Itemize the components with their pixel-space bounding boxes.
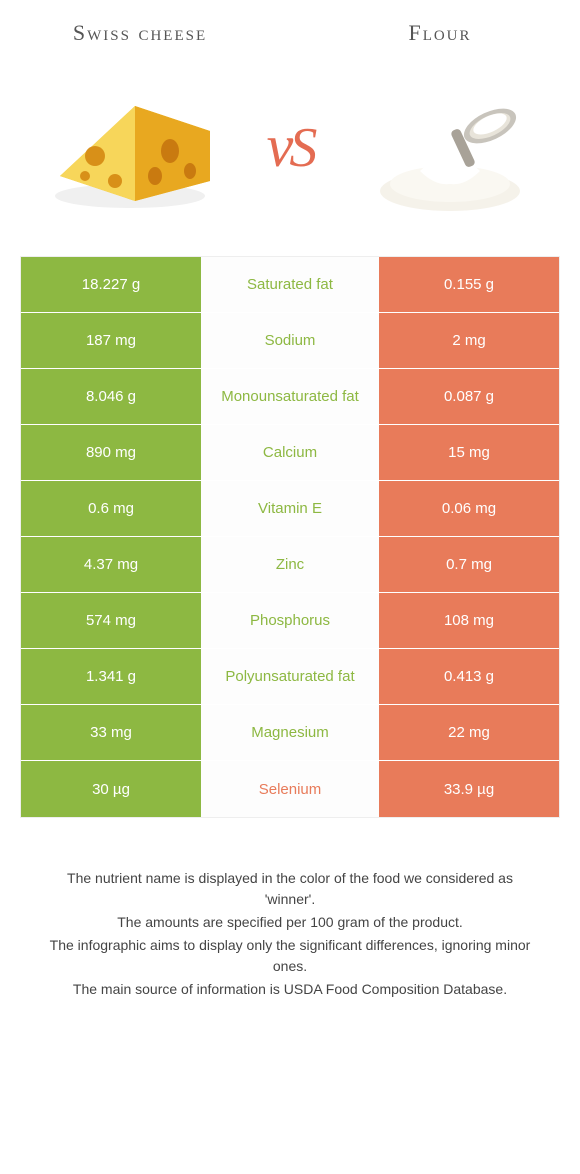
table-row: 0.6 mgVitamin E0.06 mg <box>21 481 559 537</box>
table-row: 30 µgSelenium33.9 µg <box>21 761 559 817</box>
right-food-image <box>350 66 550 226</box>
right-value-cell: 0.087 g <box>379 369 559 424</box>
table-row: 33 mgMagnesium22 mg <box>21 705 559 761</box>
nutrient-label-cell: Magnesium <box>201 705 379 760</box>
table-row: 574 mgPhosphorus108 mg <box>21 593 559 649</box>
nutrient-label-cell: Zinc <box>201 537 379 592</box>
right-value-cell: 15 mg <box>379 425 559 480</box>
right-value-cell: 108 mg <box>379 593 559 648</box>
nutrient-label-cell: Calcium <box>201 425 379 480</box>
left-food-image <box>30 66 230 226</box>
nutrient-label-cell: Polyunsaturated fat <box>201 649 379 704</box>
nutrient-label-cell: Selenium <box>201 761 379 817</box>
nutrient-label-cell: Sodium <box>201 313 379 368</box>
footer-line: The infographic aims to display only the… <box>40 935 540 977</box>
left-value-cell: 187 mg <box>21 313 201 368</box>
nutrient-label-cell: Vitamin E <box>201 481 379 536</box>
table-row: 8.046 gMonounsaturated fat0.087 g <box>21 369 559 425</box>
header: Swiss cheese Flour <box>0 0 580 56</box>
left-value-cell: 33 mg <box>21 705 201 760</box>
right-value-cell: 0.155 g <box>379 257 559 312</box>
left-value-cell: 30 µg <box>21 761 201 817</box>
right-value-cell: 0.7 mg <box>379 537 559 592</box>
table-row: 187 mgSodium2 mg <box>21 313 559 369</box>
left-value-cell: 18.227 g <box>21 257 201 312</box>
table-row: 890 mgCalcium15 mg <box>21 425 559 481</box>
right-value-cell: 0.06 mg <box>379 481 559 536</box>
right-value-cell: 0.413 g <box>379 649 559 704</box>
table-row: 1.341 gPolyunsaturated fat0.413 g <box>21 649 559 705</box>
nutrient-label-cell: Saturated fat <box>201 257 379 312</box>
right-value-cell: 2 mg <box>379 313 559 368</box>
left-value-cell: 8.046 g <box>21 369 201 424</box>
footer-line: The main source of information is USDA F… <box>40 979 540 1000</box>
left-food-title: Swiss cheese <box>40 20 240 46</box>
right-value-cell: 33.9 µg <box>379 761 559 817</box>
table-row: 4.37 mgZinc0.7 mg <box>21 537 559 593</box>
left-value-cell: 890 mg <box>21 425 201 480</box>
left-value-cell: 0.6 mg <box>21 481 201 536</box>
table-row: 18.227 gSaturated fat0.155 g <box>21 257 559 313</box>
nutrient-table: 18.227 gSaturated fat0.155 g187 mgSodium… <box>20 256 560 818</box>
left-value-cell: 4.37 mg <box>21 537 201 592</box>
footer-line: The amounts are specified per 100 gram o… <box>40 912 540 933</box>
nutrient-label-cell: Monounsaturated fat <box>201 369 379 424</box>
images-row: vs <box>0 56 580 256</box>
right-food-title: Flour <box>340 20 540 46</box>
left-value-cell: 1.341 g <box>21 649 201 704</box>
left-value-cell: 574 mg <box>21 593 201 648</box>
nutrient-label-cell: Phosphorus <box>201 593 379 648</box>
footer-notes: The nutrient name is displayed in the co… <box>0 818 580 1000</box>
right-value-cell: 22 mg <box>379 705 559 760</box>
vs-label: vs <box>267 112 314 181</box>
footer-line: The nutrient name is displayed in the co… <box>40 868 540 910</box>
